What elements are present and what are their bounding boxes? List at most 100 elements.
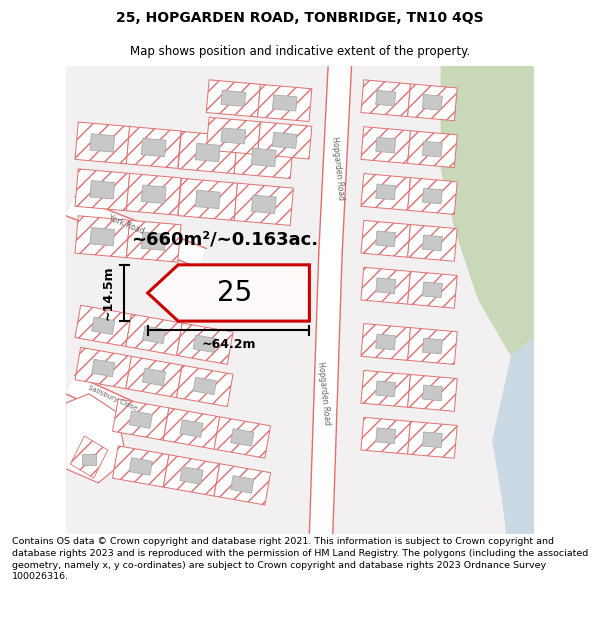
Polygon shape xyxy=(361,174,410,211)
Polygon shape xyxy=(75,348,131,389)
Polygon shape xyxy=(257,84,312,121)
Bar xyxy=(422,141,442,157)
Bar xyxy=(251,195,276,214)
Text: Salisbury Close: Salisbury Close xyxy=(87,385,138,412)
Polygon shape xyxy=(178,131,238,174)
Bar xyxy=(376,184,395,200)
Bar xyxy=(251,148,276,167)
Text: Hopgarden Road: Hopgarden Road xyxy=(329,136,346,201)
Polygon shape xyxy=(163,455,220,496)
Polygon shape xyxy=(407,177,457,214)
Polygon shape xyxy=(206,80,260,117)
Bar xyxy=(82,454,96,465)
Bar xyxy=(376,428,395,444)
Bar xyxy=(180,420,203,437)
Bar xyxy=(376,278,395,294)
Polygon shape xyxy=(75,216,130,258)
Text: 25, HOPGARDEN ROAD, TONBRIDGE, TN10 4QS: 25, HOPGARDEN ROAD, TONBRIDGE, TN10 4QS xyxy=(116,11,484,26)
Bar xyxy=(422,338,442,354)
Polygon shape xyxy=(234,183,293,226)
Bar xyxy=(376,138,395,153)
Bar xyxy=(141,232,166,251)
Bar xyxy=(90,228,115,246)
Bar xyxy=(92,359,115,377)
Bar xyxy=(376,91,395,106)
Polygon shape xyxy=(361,371,410,408)
Bar xyxy=(230,429,254,446)
Polygon shape xyxy=(257,122,312,159)
Bar xyxy=(422,94,442,110)
Bar xyxy=(90,134,115,152)
Text: Hopgarden Road: Hopgarden Road xyxy=(316,361,331,426)
Polygon shape xyxy=(407,421,457,458)
Bar xyxy=(422,385,442,401)
Polygon shape xyxy=(206,118,260,154)
Text: ~14.5m: ~14.5m xyxy=(101,266,115,320)
Polygon shape xyxy=(127,220,181,262)
Polygon shape xyxy=(127,173,181,215)
Bar xyxy=(422,188,442,204)
Polygon shape xyxy=(75,169,130,211)
Bar xyxy=(221,91,245,106)
Bar xyxy=(272,95,297,111)
Polygon shape xyxy=(361,418,410,454)
Polygon shape xyxy=(214,417,271,458)
Bar xyxy=(129,411,152,428)
Bar xyxy=(376,334,395,350)
Bar xyxy=(142,326,166,344)
Bar xyxy=(141,185,166,204)
Bar xyxy=(422,282,442,298)
Polygon shape xyxy=(234,136,293,179)
Polygon shape xyxy=(361,324,410,361)
Polygon shape xyxy=(163,408,220,449)
Polygon shape xyxy=(113,446,169,487)
Bar xyxy=(141,138,166,157)
Text: York Road: York Road xyxy=(107,214,146,236)
Polygon shape xyxy=(148,265,310,321)
Polygon shape xyxy=(361,221,410,258)
Text: ~660m²/~0.163ac.: ~660m²/~0.163ac. xyxy=(131,230,319,248)
Polygon shape xyxy=(75,305,131,346)
Polygon shape xyxy=(407,84,457,121)
Polygon shape xyxy=(127,126,181,168)
Polygon shape xyxy=(65,375,178,441)
Bar xyxy=(422,235,442,251)
Polygon shape xyxy=(310,253,342,534)
Bar xyxy=(142,368,166,386)
Bar xyxy=(180,467,203,484)
Polygon shape xyxy=(113,399,169,440)
Polygon shape xyxy=(407,224,457,261)
Bar xyxy=(193,377,217,394)
Polygon shape xyxy=(319,66,352,253)
Bar xyxy=(272,132,297,148)
Polygon shape xyxy=(65,394,127,482)
Bar xyxy=(129,458,152,475)
Polygon shape xyxy=(126,356,182,398)
Bar xyxy=(376,381,395,397)
Bar xyxy=(196,143,220,162)
Polygon shape xyxy=(407,271,457,308)
Bar xyxy=(90,181,115,199)
Bar xyxy=(193,335,217,352)
Bar xyxy=(230,476,254,493)
Polygon shape xyxy=(126,314,182,356)
Polygon shape xyxy=(361,80,410,117)
Polygon shape xyxy=(361,268,410,304)
Text: Map shows position and indicative extent of the property.: Map shows position and indicative extent… xyxy=(130,45,470,58)
Bar xyxy=(196,190,220,209)
Polygon shape xyxy=(176,323,233,364)
Polygon shape xyxy=(407,131,457,168)
Text: Contains OS data © Crown copyright and database right 2021. This information is : Contains OS data © Crown copyright and d… xyxy=(12,537,588,581)
Polygon shape xyxy=(492,338,535,534)
Polygon shape xyxy=(407,374,457,411)
Polygon shape xyxy=(214,464,271,505)
Polygon shape xyxy=(407,328,457,364)
Polygon shape xyxy=(178,178,238,221)
Polygon shape xyxy=(176,365,233,406)
Bar xyxy=(376,231,395,247)
Text: 25: 25 xyxy=(217,279,252,307)
Polygon shape xyxy=(65,197,206,268)
Polygon shape xyxy=(440,66,535,356)
Text: ~64.2m: ~64.2m xyxy=(201,338,256,351)
Polygon shape xyxy=(361,127,410,164)
